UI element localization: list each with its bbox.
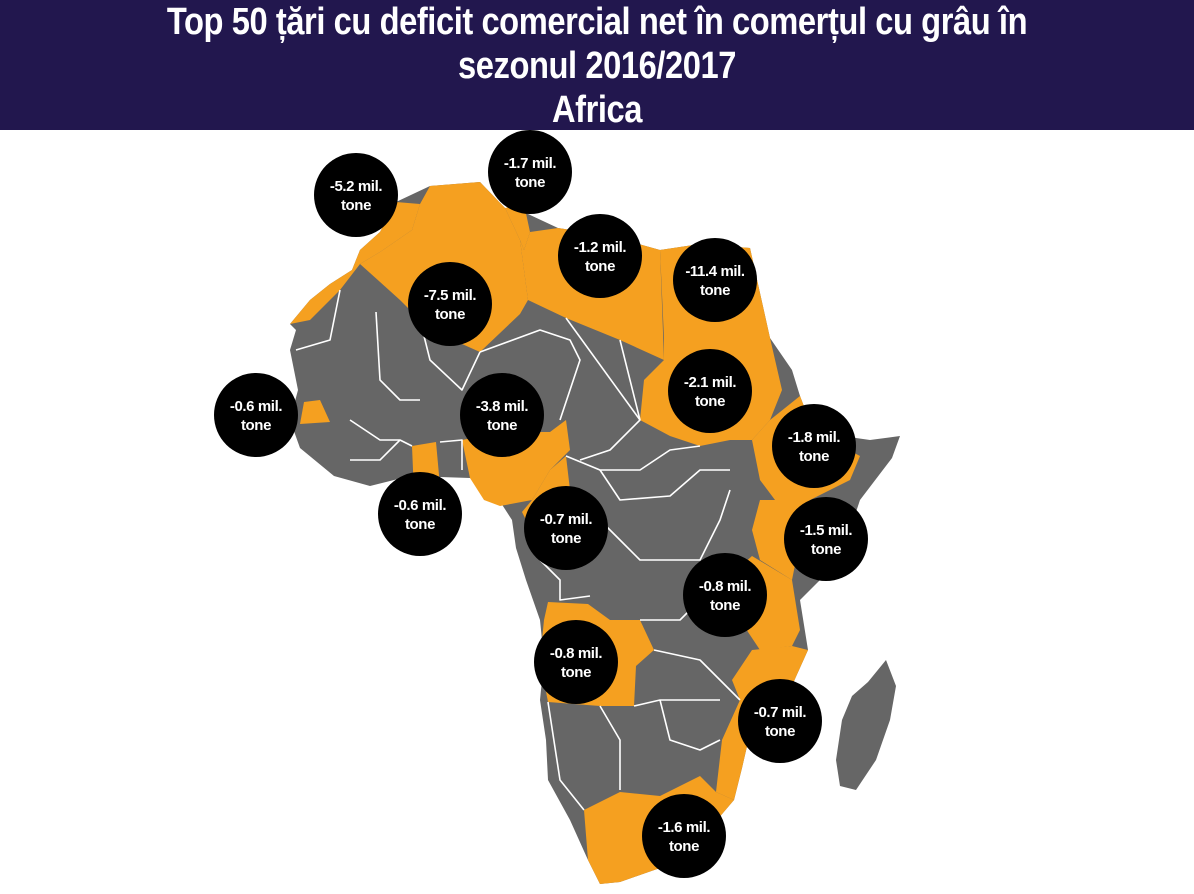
country-senegal bbox=[300, 400, 330, 424]
marker-circle bbox=[524, 486, 608, 570]
value-marker: -1.7 mil. tone bbox=[488, 130, 572, 214]
value-marker: -0.7 mil. tone bbox=[738, 679, 822, 763]
marker-label: tone bbox=[241, 417, 271, 434]
value-marker: -1.5 mil. tone bbox=[784, 497, 868, 581]
marker-label: -0.7 mil. bbox=[540, 511, 592, 528]
africa-map-svg: -5.2 mil.tone-1.7 mil.tone-1.2 mil.tone -… bbox=[214, 130, 900, 884]
marker-circle bbox=[488, 130, 572, 214]
marker-circle bbox=[738, 679, 822, 763]
value-marker: -1.8 mil. tone bbox=[772, 404, 856, 488]
title-banner: Top 50 țări cu deficit comercial net în … bbox=[0, 0, 1194, 131]
value-marker: -11.4 mil. tone bbox=[673, 238, 757, 322]
marker-label: tone bbox=[700, 282, 730, 299]
marker-label: tone bbox=[487, 417, 517, 434]
title-line-2: sezonul 2016/2017 bbox=[458, 45, 736, 87]
marker-label: -0.8 mil. bbox=[550, 645, 602, 662]
marker-label: tone bbox=[799, 448, 829, 465]
title-line-3: Africa bbox=[551, 89, 643, 131]
marker-circle bbox=[772, 404, 856, 488]
marker-circle bbox=[784, 497, 868, 581]
marker-label: tone bbox=[405, 516, 435, 533]
marker-circle bbox=[683, 553, 767, 637]
marker-label: -0.6 mil. bbox=[394, 497, 446, 514]
value-marker: -1.6 mil. tone bbox=[642, 794, 726, 878]
country-morocco bbox=[290, 202, 420, 324]
title-line-1: Top 50 țări cu deficit comercial net în … bbox=[166, 1, 1028, 43]
value-marker: -0.8 mil. tone bbox=[534, 620, 618, 704]
marker-circle bbox=[668, 349, 752, 433]
marker-label: -0.8 mil. bbox=[699, 578, 751, 595]
marker-circle bbox=[408, 262, 492, 346]
value-marker: -3.8 mil. tone bbox=[460, 373, 544, 457]
marker-label: -0.6 mil. bbox=[230, 398, 282, 415]
value-marker: -1.2 mil. tone bbox=[558, 214, 642, 298]
marker-label: tone bbox=[811, 541, 841, 558]
marker-circle bbox=[314, 153, 398, 237]
marker-label: -1.7 mil. bbox=[504, 155, 556, 172]
africa-map: -5.2 mil. tone -1.7 mil. tone -1.2 mil. tone -… bbox=[0, 130, 1194, 894]
marker-circle bbox=[460, 373, 544, 457]
marker-circle bbox=[214, 373, 298, 457]
value-marker: -0.7 mil. tone bbox=[524, 486, 608, 570]
marker-label: tone bbox=[561, 664, 591, 681]
marker-circle bbox=[673, 238, 757, 322]
value-marker: -0.6 mil. tone bbox=[378, 472, 462, 556]
marker-label: tone bbox=[765, 723, 795, 740]
marker-label: tone bbox=[551, 530, 581, 547]
country-tunisia bbox=[505, 204, 530, 250]
marker-label: -7.5 mil. bbox=[424, 287, 476, 304]
value-marker: -5.2 mil. tone bbox=[314, 153, 398, 237]
marker-label: tone bbox=[695, 393, 725, 410]
marker-circle bbox=[534, 620, 618, 704]
marker-label: tone bbox=[669, 838, 699, 855]
marker-label: -1.5 mil. bbox=[800, 522, 852, 539]
marker-label: -1.2 mil. bbox=[574, 239, 626, 256]
marker-label: tone bbox=[341, 197, 371, 214]
marker-label: -2.1 mil. bbox=[684, 374, 736, 391]
madagascar bbox=[836, 660, 896, 790]
value-marker: -0.8 mil. tone bbox=[683, 553, 767, 637]
marker-label: -5.2 mil. bbox=[330, 178, 382, 195]
marker-circle bbox=[558, 214, 642, 298]
marker-label: tone bbox=[710, 597, 740, 614]
value-markers: -5.2 mil.tone-1.7 mil.tone-1.2 mil.tone -… bbox=[214, 130, 868, 878]
marker-label: -1.6 mil. bbox=[658, 819, 710, 836]
marker-label: tone bbox=[515, 174, 545, 191]
marker-label: -3.8 mil. bbox=[476, 398, 528, 415]
marker-label: -0.7 mil. bbox=[754, 704, 806, 721]
marker-label: -1.8 mil. bbox=[788, 429, 840, 446]
value-marker: -0.6 mil. tone bbox=[214, 373, 298, 457]
value-marker: -2.1 mil. tone bbox=[668, 349, 752, 433]
marker-circle bbox=[378, 472, 462, 556]
value-marker: -7.5 mil. tone bbox=[408, 262, 492, 346]
marker-circle bbox=[642, 794, 726, 878]
marker-label: -11.4 mil. bbox=[685, 263, 745, 280]
marker-label: tone bbox=[435, 306, 465, 323]
marker-label: tone bbox=[585, 258, 615, 275]
